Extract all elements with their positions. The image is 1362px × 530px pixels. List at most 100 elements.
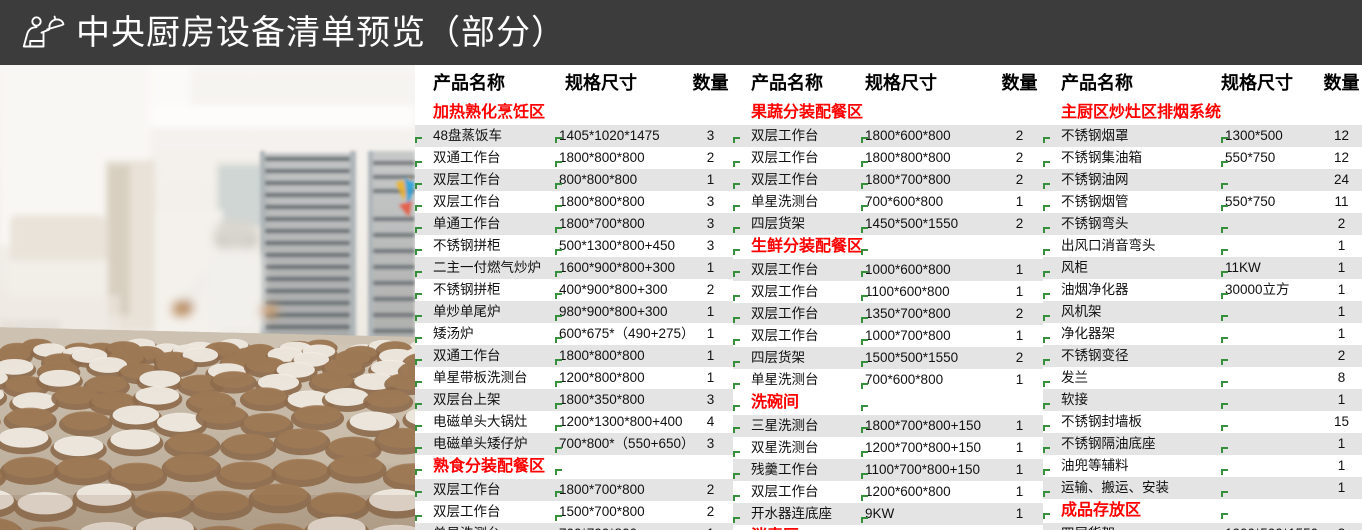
table-row[interactable]: 单星带板洗测台 1200*800*800 1 [415,367,733,389]
table-row[interactable]: 单通工作台 1800*700*800 3 [415,213,733,235]
table-row[interactable]: 不锈钢油网 24 [1043,169,1362,191]
cell-product-name: 双层工作台 [733,303,861,325]
cell-spec: 1800*700*800 [861,169,996,191]
cell-spec: 1500*500*1550 [861,347,996,369]
cell-quantity: 1 [996,415,1043,437]
table-row[interactable]: 二主一付燃气炒炉 1600*900*800+300 1 [415,257,733,279]
table-row[interactable]: 三星洗测台 1800*700*800+150 1 [733,415,1043,437]
cell-quantity: 1 [996,281,1043,303]
section-title: 消毒区 [733,525,1043,530]
table-header-row: 产品名称 规格尺寸 数量 [1043,65,1362,101]
cell-product-name: 电磁单头矮仔炉 [415,433,555,455]
table-row[interactable]: 双层工作台 800*800*800 1 [415,169,733,191]
cell-product-name: 48盘蒸饭车 [415,125,555,147]
cell-product-name: 单星洗测台 [733,191,861,213]
table-row[interactable]: 双层工作台 1800*800*800 2 [733,147,1043,169]
table-row[interactable]: 不锈钢封墙板 15 [1043,411,1362,433]
cell-spec: 1200*800*800 [555,367,688,389]
table-row[interactable]: 残羹工作台 1100*700*800+150 1 [733,459,1043,481]
table-row[interactable]: 48盘蒸饭车 1405*1020*1475 3 [415,125,733,147]
table-row[interactable]: 双层台上架 1800*350*800 3 [415,389,733,411]
page-header: 中央厨房设备清单预览（部分） [0,0,1362,65]
table-row[interactable]: 单星洗测台 700*600*800 1 [733,369,1043,391]
cell-spec: 11KW [1221,257,1321,279]
table-row[interactable]: 单炒单尾炉 980*900*800+300 1 [415,301,733,323]
table-row[interactable]: 出风口消音弯头 1 [1043,235,1362,257]
section-title-row: 生鲜分装配餐区 [733,235,1043,259]
cell-product-name: 双层工作台 [415,169,555,191]
table-row[interactable]: 风柜 11KW 1 [1043,257,1362,279]
table-row[interactable]: 发兰 8 [1043,367,1362,389]
cell-product-name: 不锈钢弯头 [1043,213,1221,235]
table-row[interactable]: 双层工作台 1800*600*800 2 [733,125,1043,147]
cell-quantity: 8 [1321,367,1362,389]
cell-product-name: 四层货架 [733,213,861,235]
cell-quantity: 1 [1321,323,1362,345]
table-row[interactable]: 运输、搬运、安装 1 [1043,477,1362,499]
table-row[interactable]: 不锈钢烟管 550*750 11 [1043,191,1362,213]
table-row[interactable]: 不锈钢烟罩 1300*500 12 [1043,125,1362,147]
table-row[interactable]: 不锈钢拼柜 400*900*800+300 2 [415,279,733,301]
table-row[interactable]: 双层工作台 1000*700*800 1 [733,325,1043,347]
cell-spec: 1800*800*800 [555,345,688,367]
table-row[interactable]: 双星洗测台 1200*700*800+150 1 [733,437,1043,459]
cell-spec [1221,213,1321,235]
table-row[interactable]: 双层工作台 1350*700*800 2 [733,303,1043,325]
section-title-row: 洗碗间 [733,391,1043,415]
cell-quantity: 1 [1321,235,1362,257]
table-row[interactable]: 双层工作台 1800*800*800 3 [415,191,733,213]
table-row[interactable]: 双通工作台 1800*800*800 1 [415,345,733,367]
table-row[interactable]: 软接 1 [1043,389,1362,411]
table-row[interactable]: 油烟净化器 30000立方 1 [1043,279,1362,301]
table-row[interactable]: 双层工作台 1800*700*800 2 [733,169,1043,191]
column-header-name: 产品名称 [733,65,861,101]
section-title-row: 消毒区 [733,525,1043,530]
section-title-row: 加热熟化烹饪区 [415,101,733,125]
cell-spec: 1200*600*800 [861,481,996,503]
cell-quantity: 1 [996,503,1043,525]
cell-spec: 600*675*（490+275） [555,323,688,345]
equipment-column-3: 产品名称 规格尺寸 数量 主厨区炒灶区排烟系统 不锈钢烟罩 1300*500 12 不锈钢集油… [1043,65,1362,530]
cell-quantity: 1 [996,369,1043,391]
table-row[interactable]: 不锈钢拼柜 500*1300*800+450 3 [415,235,733,257]
section-title-row: 熟食分装配餐区 [415,455,733,479]
cell-spec: 800*800*800 [555,169,688,191]
table-row[interactable]: 开水器连底座 9KW 1 [733,503,1043,525]
table-row[interactable]: 电磁单头矮仔炉 700*800*（550+650） 3 [415,433,733,455]
table-row[interactable]: 不锈钢弯头 2 [1043,213,1362,235]
cell-quantity: 1 [688,323,733,345]
table-row[interactable]: 四层货架1000*500*15503 [1043,523,1362,530]
cell-quantity: 1 [1321,455,1362,477]
cell-product-name: 不锈钢油网 [1043,169,1221,191]
table-row[interactable]: 不锈钢集油箱 550*750 12 [1043,147,1362,169]
table-row[interactable]: 双层工作台 1200*600*800 1 [733,481,1043,503]
section-title-row: 成品存放区 [1043,499,1362,523]
cell-spec: 1000*700*800 [861,325,996,347]
table-row[interactable]: 双层工作台 1000*600*800 1 [733,259,1043,281]
table-row[interactable]: 不锈钢变径 2 [1043,345,1362,367]
table-row[interactable]: 单星洗测台 700*600*800 1 [733,191,1043,213]
cell-quantity: 3 [688,389,733,411]
table-row[interactable]: 四层货架 1500*500*1550 2 [733,347,1043,369]
section-title: 成品存放区 [1043,499,1362,523]
cell-quantity: 1 [688,523,733,530]
cell-product-name: 残羹工作台 [733,459,861,481]
table-row[interactable]: 净化器架 1 [1043,323,1362,345]
table-row[interactable]: 矮汤炉 600*675*（490+275） 1 [415,323,733,345]
table-row[interactable]: 双层工作台 1800*700*800 2 [415,479,733,501]
table-row[interactable]: 风机架 1 [1043,301,1362,323]
cell-quantity: 3 [688,125,733,147]
cell-spec: 1300*500 [1221,125,1321,147]
table-row[interactable]: 油兜等辅料 1 [1043,455,1362,477]
cell-product-name: 双星洗测台 [733,437,861,459]
cell-quantity: 2 [688,479,733,501]
table-row[interactable]: 四层货架 1450*500*1550 2 [733,213,1043,235]
table-row[interactable]: 电磁单头大锅灶 1200*1300*800+400 4 [415,411,733,433]
cell-quantity: 1 [688,301,733,323]
table-row[interactable]: 双层工作台 1100*600*800 1 [733,281,1043,303]
cell-product-name: 不锈钢拼柜 [415,235,555,257]
table-row[interactable]: 双通工作台 1800*800*800 2 [415,147,733,169]
table-row[interactable]: 双层工作台 1500*700*800 2 [415,501,733,523]
table-row[interactable]: 不锈钢隔油底座 1 [1043,433,1362,455]
